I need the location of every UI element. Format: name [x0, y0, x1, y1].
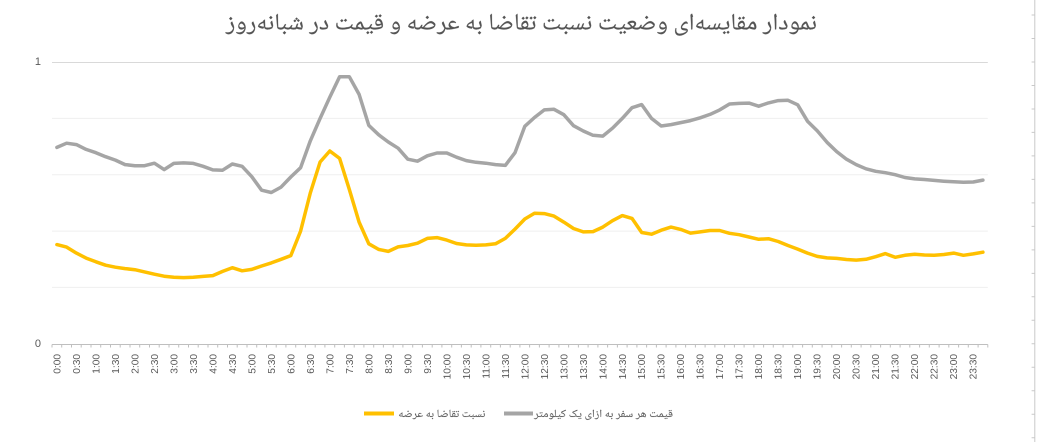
svg-text:22:00: 22:00	[910, 354, 921, 380]
svg-text:18:00: 18:00	[754, 354, 765, 380]
svg-text:0:00: 0:00	[52, 354, 63, 374]
svg-text:3:30: 3:30	[189, 354, 200, 374]
svg-text:4:30: 4:30	[228, 354, 239, 374]
svg-text:23:00: 23:00	[949, 354, 960, 380]
svg-text:5:00: 5:00	[247, 354, 258, 374]
svg-text:23:30: 23:30	[969, 354, 980, 380]
svg-text:8:30: 8:30	[384, 354, 395, 374]
svg-text:0: 0	[35, 338, 41, 350]
svg-text:16:00: 16:00	[676, 354, 687, 380]
svg-text:13:30: 13:30	[579, 354, 590, 380]
svg-text:10:00: 10:00	[442, 354, 453, 380]
svg-text:13:00: 13:00	[559, 354, 570, 380]
svg-text:17:30: 17:30	[735, 354, 746, 380]
svg-text:12:30: 12:30	[540, 354, 551, 380]
svg-text:1:00: 1:00	[91, 354, 102, 374]
svg-text:3:00: 3:00	[169, 354, 180, 374]
svg-text:21:00: 21:00	[871, 354, 882, 380]
svg-text:0:30: 0:30	[72, 354, 83, 374]
svg-text:9:00: 9:00	[403, 354, 414, 374]
svg-text:5:30: 5:30	[267, 354, 278, 374]
svg-text:15:30: 15:30	[657, 354, 668, 380]
svg-text:14:00: 14:00	[598, 354, 609, 380]
svg-text:19:30: 19:30	[813, 354, 824, 380]
svg-text:8:00: 8:00	[364, 354, 375, 374]
svg-text:9:30: 9:30	[423, 354, 434, 374]
svg-text:15:00: 15:00	[637, 354, 648, 380]
svg-text:10:30: 10:30	[462, 354, 473, 380]
svg-text:1: 1	[35, 56, 41, 68]
svg-text:21:30: 21:30	[891, 354, 902, 380]
svg-text:20:00: 20:00	[832, 354, 843, 380]
svg-text:17:00: 17:00	[715, 354, 726, 380]
svg-text:16:30: 16:30	[696, 354, 707, 380]
svg-text:11:00: 11:00	[481, 354, 492, 379]
svg-text:2:30: 2:30	[150, 354, 161, 374]
svg-text:14:30: 14:30	[618, 354, 629, 380]
svg-text:20:30: 20:30	[852, 354, 863, 380]
svg-text:18:30: 18:30	[774, 354, 785, 380]
svg-text:11:30: 11:30	[501, 354, 512, 379]
svg-text:4:00: 4:00	[208, 354, 219, 374]
svg-text:7:00: 7:00	[325, 354, 336, 374]
svg-text:1:30: 1:30	[111, 354, 122, 374]
svg-text:2:00: 2:00	[130, 354, 141, 374]
svg-text:12:00: 12:00	[520, 354, 531, 380]
svg-text:6:30: 6:30	[306, 354, 317, 374]
svg-text:19:00: 19:00	[793, 354, 804, 380]
svg-text:6:00: 6:00	[286, 354, 297, 374]
svg-text:7:30: 7:30	[345, 354, 356, 374]
svg-text:22:30: 22:30	[930, 354, 941, 380]
